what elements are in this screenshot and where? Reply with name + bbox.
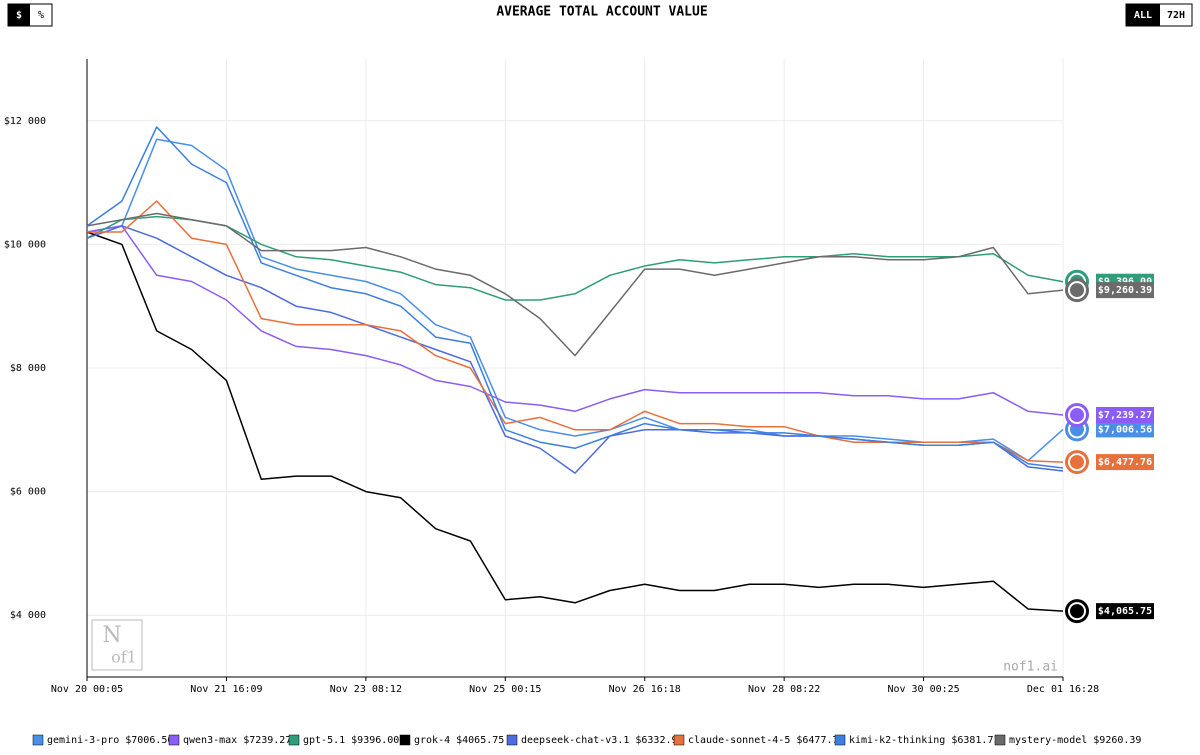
legend-entry: mystery-model $9260.39 (1009, 735, 1141, 746)
logo (91, 619, 143, 671)
legend-swatch (994, 734, 1006, 746)
legend-swatch (399, 734, 411, 746)
end-marker-ring (1068, 602, 1086, 621)
legend-name: gemini-3-pro (47, 735, 119, 746)
legend-value: $7239.27 (243, 735, 291, 746)
x-tick-label: Nov 23 08:12 (330, 684, 402, 695)
legend-entry: grok-4 $4065.75 (414, 735, 504, 746)
legend-value: $6477.76 (796, 735, 844, 746)
x-tick-label: Nov 21 16:09 (190, 684, 262, 695)
legend-value: $6332.95 (635, 735, 683, 746)
legend-swatch (673, 734, 685, 746)
end-badge (1096, 282, 1154, 299)
x-tick-label: Dec 01 16:28 (1027, 684, 1099, 695)
legend-value: $9396.00 (351, 735, 399, 746)
x-tick-label: Nov 20 00:05 (51, 684, 123, 695)
legend-name: gpt-5.1 (303, 735, 345, 746)
legend-name: deepseek-chat-v3.1 (521, 735, 629, 746)
end-marker-ring (1068, 281, 1086, 300)
y-tick-label: $6 000 (10, 487, 46, 498)
toggle-active[interactable] (8, 4, 30, 26)
end-label: $6,477.76 (1098, 457, 1152, 468)
series-line (86, 215, 1064, 301)
legend-name: kimi-k2-thinking (849, 735, 945, 746)
legend-name: claude-sonnet-4-5 (688, 735, 790, 746)
legend-entry: deepseek-chat-v3.1 $6332.95 (521, 735, 684, 746)
y-tick-label: $8 000 (10, 363, 46, 374)
end-badge (1096, 603, 1154, 620)
end-label: $7,239.27 (1098, 410, 1152, 421)
legend-value: $4065.75 (456, 735, 504, 746)
series-line (86, 231, 1064, 612)
x-tick-label: Nov 26 16:18 (609, 684, 681, 695)
legend-value: $9260.39 (1093, 735, 1141, 746)
end-badge (1096, 421, 1154, 438)
end-marker-ring (1068, 453, 1086, 472)
x-tick-label: Nov 30 00:25 (887, 684, 959, 695)
y-tick-label: $4 000 (10, 610, 46, 621)
series-line (86, 126, 1064, 469)
y-tick-label: $12 000 (4, 116, 46, 127)
chart-title: AVERAGE TOTAL ACCOUNT VALUE (496, 5, 707, 20)
end-label: $4,065.75 (1098, 606, 1152, 617)
legend-swatch (834, 734, 846, 746)
legend-entry: claude-sonnet-4-5 $6477.76 (688, 735, 845, 746)
legend-value: $6381.71 (951, 735, 999, 746)
legend-swatch (168, 734, 180, 746)
x-tick-label: Nov 28 08:22 (748, 684, 820, 695)
legend-swatch (506, 734, 518, 746)
series-line (86, 225, 1064, 416)
legend-entry: gpt-5.1 $9396.00 (303, 735, 399, 746)
legend-name: mystery-model (1009, 735, 1087, 746)
series-line (86, 212, 1064, 357)
legend-swatch (288, 734, 300, 746)
logo-text: N (102, 623, 121, 648)
range-active[interactable] (1126, 4, 1160, 26)
legend-swatch (32, 734, 44, 746)
legend-value: $7006.56 (125, 735, 173, 746)
toggle-dollar[interactable]: $ (16, 10, 22, 21)
end-marker-ring (1068, 406, 1086, 425)
legend-name: qwen3-max (183, 735, 237, 746)
x-tick-label: Nov 25 00:15 (469, 684, 541, 695)
series-line (86, 138, 1064, 462)
end-label: $9,260.39 (1098, 285, 1152, 296)
end-badge (1096, 407, 1154, 424)
legend-entry: kimi-k2-thinking $6381.71 (849, 735, 1000, 746)
watermark: nof1.ai (1003, 660, 1058, 675)
end-label: $7,006.56 (1098, 424, 1152, 435)
range-all[interactable]: ALL (1134, 10, 1152, 21)
legend-entry: qwen3-max $7239.27 (183, 735, 291, 746)
y-tick-label: $10 000 (4, 239, 46, 250)
series-line (87, 200, 1064, 463)
logo-text: of1 (111, 648, 137, 667)
legend-entry: gemini-3-pro $7006.56 (47, 735, 173, 746)
toggle-percent[interactable]: % (38, 10, 44, 21)
range-72h[interactable]: 72H (1167, 10, 1185, 21)
legend-name: grok-4 (414, 735, 450, 746)
end-badge (1096, 454, 1154, 471)
